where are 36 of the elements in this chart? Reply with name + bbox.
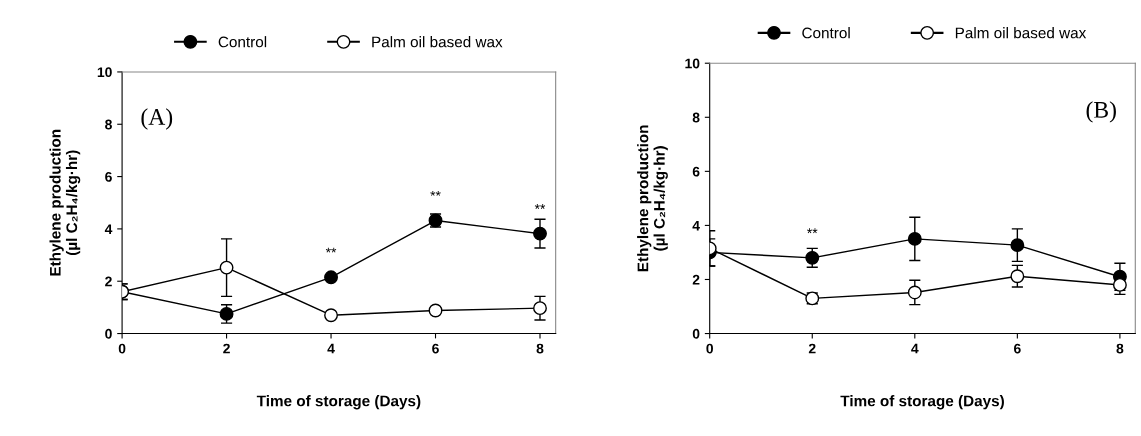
y-tick-label: 2	[692, 274, 700, 285]
y-tick-label: 8	[105, 119, 112, 130]
x-tick-label: 8	[1116, 343, 1124, 354]
y-axis-title: Ethylene production (µl C₂H₄/kg·hr)	[637, 125, 668, 272]
x-tick-label: 4	[327, 343, 335, 354]
y-tick-label: 2	[105, 276, 112, 287]
annotation: (B)	[1086, 101, 1116, 123]
y-tick-label: 8	[692, 112, 700, 123]
legend-label: Palm oil based wax	[372, 36, 503, 48]
x-tick-label: 0	[706, 343, 713, 354]
x-tick-label: 4	[911, 343, 919, 354]
legend-label: Control	[218, 36, 267, 48]
annotation: **	[534, 204, 546, 209]
y-tick-label: 10	[685, 58, 700, 69]
y-tick-label: 0	[105, 328, 112, 339]
y-tick-label: 0	[692, 328, 700, 339]
y-axis-title: Ethylene production (µl C₂H₄/kg·hr)	[49, 129, 81, 276]
y-tick-label: 6	[692, 166, 700, 177]
legend-label: Palm oil based wax	[955, 27, 1087, 39]
y-tick-label: 4	[104, 224, 113, 234]
legend-label: Control	[802, 27, 850, 39]
x-tick-label: 2	[808, 343, 816, 354]
y-tick-label: 10	[97, 67, 112, 78]
x-axis-title: Time of storage (Days)	[840, 395, 1004, 410]
x-tick-label: 0	[118, 343, 126, 354]
x-tick-label: 6	[1014, 343, 1021, 354]
annotation: **	[807, 228, 818, 234]
annotation: **	[430, 190, 441, 196]
x-tick-label: 8	[536, 343, 544, 354]
annotation: (A)	[141, 108, 173, 130]
x-axis-title: Time of storage (Days)	[256, 395, 421, 410]
x-tick-label: 2	[223, 343, 230, 354]
annotation: **	[325, 247, 337, 253]
x-tick-label: 6	[432, 343, 439, 354]
y-tick-label: 6	[105, 171, 112, 182]
y-tick-label: 4	[692, 220, 700, 231]
